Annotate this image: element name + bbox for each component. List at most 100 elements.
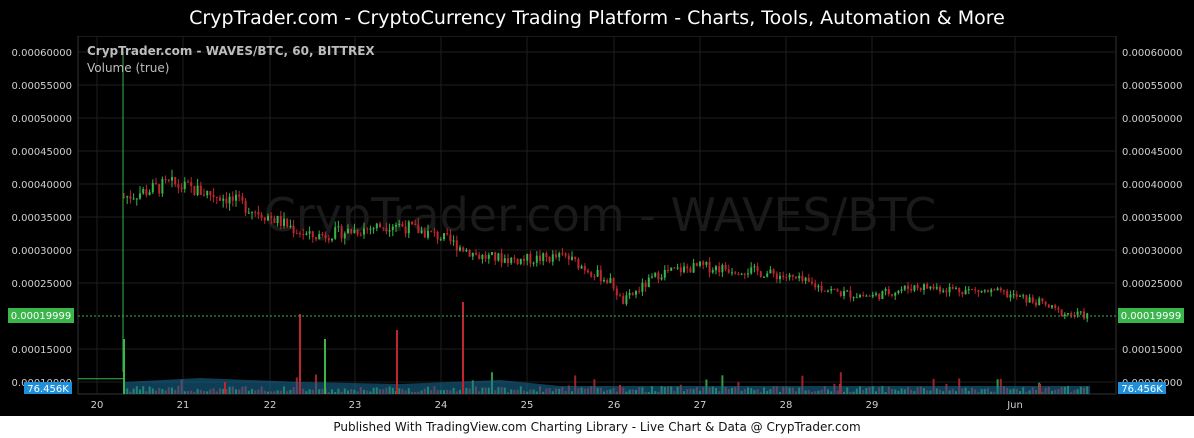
candle-body bbox=[257, 212, 260, 215]
chart-grid bbox=[77, 35, 1117, 395]
candle-body bbox=[471, 252, 474, 257]
last-price-tag-right bbox=[1118, 308, 1184, 323]
candle-body bbox=[475, 252, 477, 255]
candle-body bbox=[446, 233, 449, 235]
candle-body bbox=[350, 228, 353, 234]
chart-watermark: CrypTrader.com - WAVES/BTC bbox=[264, 188, 937, 242]
candle-body bbox=[577, 259, 580, 269]
candle-body bbox=[910, 288, 913, 291]
candle-body bbox=[996, 288, 999, 291]
candle-body bbox=[430, 230, 433, 232]
candle-body bbox=[846, 290, 849, 292]
candle-body bbox=[590, 272, 593, 277]
candle-body bbox=[823, 290, 826, 292]
candle-body bbox=[788, 274, 791, 278]
candle-body bbox=[596, 269, 599, 277]
volume-spike bbox=[324, 339, 326, 394]
candle-body bbox=[295, 233, 298, 235]
candle-body bbox=[820, 285, 823, 291]
candle-body bbox=[321, 233, 324, 236]
candle-body bbox=[705, 261, 708, 265]
candle-body bbox=[1038, 298, 1041, 306]
candle-body bbox=[507, 258, 509, 264]
candle-body bbox=[427, 230, 429, 238]
candle-body bbox=[395, 225, 397, 227]
candle-body bbox=[644, 282, 647, 287]
candle-body bbox=[545, 253, 548, 258]
price-chart[interactable]: CrypTrader.com - WAVES/BTC 0.00060000 0.0… bbox=[0, 35, 1194, 414]
candle-body bbox=[855, 297, 858, 299]
candle-body bbox=[311, 231, 314, 238]
candle-body bbox=[398, 223, 401, 226]
candle-body bbox=[318, 233, 321, 240]
candle-body bbox=[564, 253, 567, 256]
candle-body bbox=[894, 293, 897, 296]
candle-body bbox=[423, 230, 426, 238]
candle-body bbox=[1031, 297, 1034, 303]
candle-body bbox=[587, 270, 589, 273]
candle-body bbox=[734, 272, 737, 274]
candle-body bbox=[852, 297, 855, 299]
candle-body bbox=[366, 228, 369, 230]
x-tick-label: 27 bbox=[694, 400, 707, 411]
candle-body bbox=[935, 287, 938, 289]
candle-body bbox=[926, 284, 929, 289]
candle-body bbox=[135, 198, 138, 200]
candle-body bbox=[603, 280, 605, 282]
candle-body bbox=[657, 272, 660, 280]
y-tick-label-left: 0.00055000 bbox=[12, 81, 72, 92]
candle-body bbox=[251, 211, 253, 213]
candle-body bbox=[724, 264, 727, 270]
candle-body bbox=[833, 288, 836, 290]
candle-body bbox=[1003, 290, 1005, 292]
candle-body bbox=[900, 289, 903, 291]
volume-bar bbox=[574, 375, 577, 394]
x-tick-label: 28 bbox=[780, 400, 793, 411]
candle-body bbox=[699, 261, 701, 266]
x-tick-label: 22 bbox=[264, 400, 277, 411]
candle-body bbox=[199, 185, 202, 195]
candle-body bbox=[612, 278, 615, 289]
candle-body bbox=[542, 253, 545, 261]
candle-body bbox=[558, 253, 561, 258]
candle-body bbox=[1006, 290, 1009, 298]
candle-body bbox=[980, 291, 983, 293]
volume-label-left: 76.456K bbox=[27, 384, 69, 395]
y-tick-label-left: 0.00030000 bbox=[12, 246, 72, 257]
y-tick-label-right: 0.00060000 bbox=[1122, 48, 1182, 59]
candle-body bbox=[455, 240, 458, 251]
candle-body bbox=[679, 267, 682, 273]
candle-body bbox=[308, 231, 311, 234]
chart-canvas[interactable]: CrypTrader.com - WAVES/BTC 0.00060000 0.0… bbox=[0, 35, 1194, 414]
candle-body bbox=[171, 177, 173, 181]
candle-body bbox=[174, 177, 177, 185]
candle-body bbox=[667, 269, 669, 271]
candle-body bbox=[241, 196, 244, 201]
candle-body bbox=[827, 290, 829, 292]
candle-body bbox=[795, 276, 797, 279]
candle-body bbox=[945, 290, 948, 293]
candle-body bbox=[769, 269, 772, 274]
candle-body bbox=[369, 228, 372, 230]
candle-body bbox=[340, 226, 343, 239]
candle-body bbox=[433, 231, 436, 233]
candle-body bbox=[1044, 301, 1047, 305]
candle-body bbox=[164, 179, 167, 181]
volume-bar bbox=[839, 372, 842, 394]
candle-body bbox=[1073, 314, 1076, 316]
candle-body bbox=[513, 257, 516, 259]
candle-body bbox=[151, 182, 154, 193]
candle-body bbox=[145, 189, 148, 195]
candle-body bbox=[465, 250, 468, 252]
candle-body bbox=[967, 289, 970, 291]
candle-body bbox=[958, 287, 961, 293]
candle-body bbox=[327, 238, 330, 241]
candle-body bbox=[625, 295, 628, 304]
candle-body bbox=[391, 226, 394, 231]
candle-body bbox=[407, 221, 410, 234]
candle-body bbox=[497, 253, 500, 261]
candle-body bbox=[977, 289, 980, 293]
candle-body bbox=[487, 254, 490, 259]
candle-body bbox=[897, 290, 900, 294]
candle-body bbox=[990, 289, 993, 293]
